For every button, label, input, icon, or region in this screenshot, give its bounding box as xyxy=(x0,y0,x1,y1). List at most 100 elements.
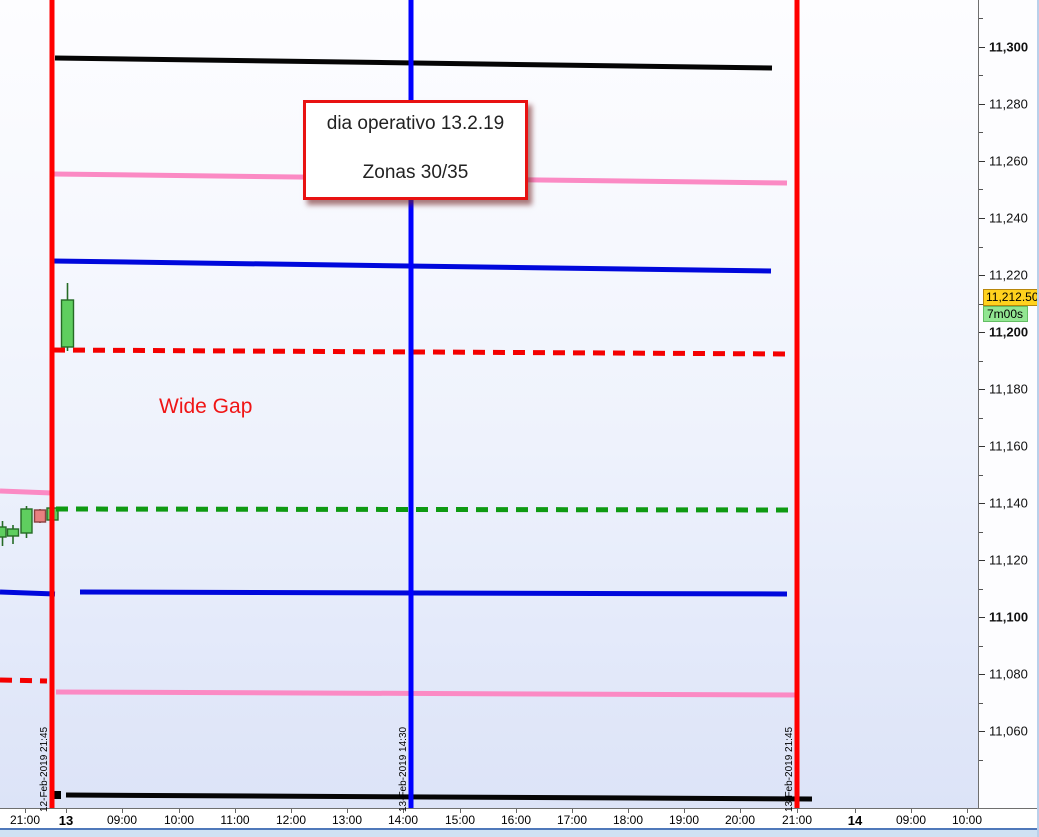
zone-line-prev-red-dashed[interactable] xyxy=(0,677,48,684)
price-axis-label: 11,060 xyxy=(989,723,1028,739)
bear-candle-body xyxy=(33,509,47,523)
time-axis-label: 13 xyxy=(58,813,74,828)
time-axis-tick xyxy=(628,809,629,813)
time-axis-label: 10:00 xyxy=(951,813,983,827)
time-axis-label: 12:00 xyxy=(275,813,307,827)
time-axis-tick xyxy=(122,809,123,813)
price-axis[interactable]: 11,212.50 7m00s 11,300 11,280 11,260 11,240… xyxy=(978,0,1039,808)
time-axis-tick xyxy=(911,809,912,813)
price-axis-label: 11,140 xyxy=(989,495,1028,511)
zone-line-pink-lower[interactable] xyxy=(55,689,800,698)
price-axis-major-tick xyxy=(979,389,985,390)
time-axis-label: 09:00 xyxy=(895,813,927,827)
time-axis-label: 13:00 xyxy=(331,813,363,827)
price-axis-major-tick xyxy=(979,731,985,732)
zone-line-prev-pink[interactable] xyxy=(0,488,53,496)
time-axis-tick xyxy=(516,809,517,813)
price-axis-minor-tick xyxy=(979,418,983,419)
zone-line-green-dashed[interactable] xyxy=(55,506,791,513)
price-axis-major-tick xyxy=(979,503,985,504)
time-axis-label: 21:00 xyxy=(781,813,813,827)
price-axis-label: 11,200 xyxy=(989,324,1029,340)
price-axis-minor-tick xyxy=(979,247,983,248)
price-axis-minor-tick xyxy=(979,760,983,761)
horizontal-scrollbar[interactable] xyxy=(0,828,1039,837)
annotation-line2: Zonas 30/35 xyxy=(362,162,469,183)
price-axis-major-tick xyxy=(979,674,985,675)
zone-line-prev-blue[interactable] xyxy=(0,589,56,597)
time-axis-label: 17:00 xyxy=(556,813,588,827)
price-axis-label: 11,300 xyxy=(989,39,1029,55)
time-axis-tick xyxy=(967,809,968,813)
price-axis-major-tick xyxy=(979,104,985,105)
line-endpoint-handle[interactable] xyxy=(53,791,61,799)
time-axis-tick xyxy=(797,809,798,813)
price-axis-major-tick xyxy=(979,446,985,447)
price-axis-major-tick xyxy=(979,560,985,561)
price-axis-minor-tick xyxy=(979,475,983,476)
price-axis-label: 11,260 xyxy=(989,153,1028,169)
price-axis-minor-tick xyxy=(979,75,983,76)
price-axis-minor-tick xyxy=(979,18,983,19)
time-axis-label: 15:00 xyxy=(444,813,476,827)
time-axis-label: 16:00 xyxy=(500,813,532,827)
time-axis-label: 11:00 xyxy=(220,813,250,827)
time-axis-tick xyxy=(347,809,348,813)
wide-gap-label: Wide Gap xyxy=(159,395,253,418)
time-axis-tick xyxy=(740,809,741,813)
time-axis-tick xyxy=(179,809,180,813)
window-right-edge xyxy=(1037,0,1039,837)
zone-line-black-bottom[interactable] xyxy=(65,792,813,802)
time-axis-label: 21:00 xyxy=(9,813,41,827)
price-axis-label: 11,280 xyxy=(989,96,1028,112)
price-axis-minor-tick xyxy=(979,361,983,362)
price-axis-minor-tick xyxy=(979,304,983,305)
bull-candle-body xyxy=(60,299,75,348)
time-axis-tick xyxy=(66,809,67,813)
price-axis-major-tick xyxy=(979,617,985,618)
price-axis-label: 11,160 xyxy=(989,438,1028,454)
annotation-box[interactable]: dia operativo 13.2.19 Zonas 30/35 xyxy=(303,100,528,200)
time-axis-tick xyxy=(684,809,685,813)
price-axis-major-tick xyxy=(979,47,985,48)
time-axis[interactable]: 21:00 13 09:00 10:00 11:00 12:00 13:00 14:00 15:… xyxy=(0,808,1039,828)
zone-line-blue-lower[interactable] xyxy=(79,589,788,597)
time-axis-label: 20:00 xyxy=(724,813,756,827)
vline-date-label: 12-Feb-2019 21:45 xyxy=(39,726,50,812)
time-axis-label: 14 xyxy=(847,813,863,828)
time-axis-label: 14:00 xyxy=(387,813,419,827)
price-axis-minor-tick xyxy=(979,189,983,190)
bull-candle-body xyxy=(6,528,20,537)
time-axis-label: 19:00 xyxy=(668,813,700,827)
time-axis-label: 18:00 xyxy=(612,813,644,827)
price-axis-major-tick xyxy=(979,275,985,276)
time-axis-tick xyxy=(855,809,856,813)
time-axis-label: 09:00 xyxy=(106,813,138,827)
chart-plot-area[interactable]: dia operativo 13.2.19 Zonas 30/35 Wide G… xyxy=(0,0,978,808)
bar-countdown-tag: 7m00s xyxy=(983,306,1028,322)
price-axis-minor-tick xyxy=(979,589,983,590)
time-axis-tick xyxy=(235,809,236,813)
time-axis-tick xyxy=(403,809,404,813)
bull-candle-body xyxy=(20,508,33,534)
price-axis-major-tick xyxy=(979,161,985,162)
price-axis-minor-tick xyxy=(979,703,983,704)
zone-line-red-dashed-gap[interactable] xyxy=(52,347,791,357)
time-axis-label: 10:00 xyxy=(163,813,195,827)
price-axis-major-tick xyxy=(979,332,985,333)
price-axis-label: 11,120 xyxy=(989,552,1028,568)
price-axis-major-tick xyxy=(979,218,985,219)
vline-date-label: 13-Feb-2019 21:45 xyxy=(784,726,795,812)
bull-candle-body xyxy=(0,526,7,538)
price-axis-minor-tick xyxy=(979,532,983,533)
time-axis-tick xyxy=(572,809,573,813)
price-axis-label: 11,220 xyxy=(989,267,1028,283)
time-axis-tick xyxy=(25,809,26,813)
annotation-line1: dia operativo 13.2.19 xyxy=(326,113,505,134)
last-price-tag: 11,212.50 xyxy=(983,289,1039,306)
price-axis-label: 11,180 xyxy=(989,381,1028,397)
price-axis-minor-tick xyxy=(979,646,983,647)
price-axis-label: 11,100 xyxy=(989,609,1029,625)
price-axis-minor-tick xyxy=(979,132,983,133)
